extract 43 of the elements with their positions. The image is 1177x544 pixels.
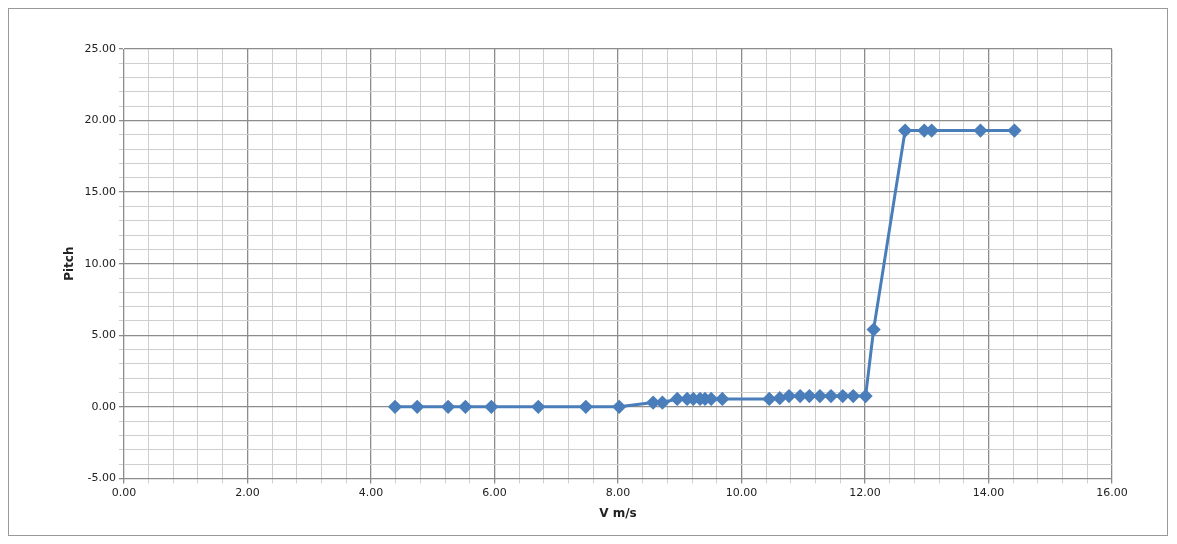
point [646, 396, 660, 410]
y-tick-label: 0.00 [91, 399, 116, 413]
y-axis-title: Pitch [62, 246, 77, 281]
y-tick-label: 20.00 [84, 113, 116, 127]
point [813, 389, 827, 403]
point [898, 124, 912, 138]
x-tick-label: 12.00 [849, 485, 881, 499]
y-tick-label: 10.00 [84, 256, 116, 270]
y-tick-label: 25.00 [84, 41, 116, 55]
point [793, 389, 807, 403]
x-tick-label: 14.00 [972, 485, 1005, 499]
x-tick-label: 16.00 [1096, 485, 1128, 499]
point [846, 389, 860, 403]
point [670, 392, 684, 406]
point [388, 400, 402, 414]
point [782, 389, 796, 403]
x-tick-label: 6.00 [482, 485, 507, 499]
point [836, 389, 850, 403]
x-tick-label: 4.00 [358, 485, 384, 499]
y-tick-label: 15.00 [84, 184, 116, 198]
point [612, 400, 626, 414]
x-tick-label: 0.00 [111, 485, 137, 499]
point [824, 389, 838, 403]
x-axis-title: V m/s [599, 505, 637, 520]
y-tick-label: 5.00 [91, 328, 116, 342]
point [802, 389, 816, 403]
point [579, 400, 593, 414]
point [484, 400, 498, 414]
x-tick-label: 10.00 [725, 485, 758, 499]
point [867, 323, 881, 337]
point [1007, 124, 1021, 138]
point [762, 392, 776, 406]
point [441, 400, 455, 414]
point [531, 400, 545, 414]
point [410, 400, 424, 414]
point [458, 400, 472, 414]
x-tick-label: 8.00 [605, 485, 631, 499]
y-tick-label: -5.00 [87, 471, 116, 485]
point [973, 124, 987, 138]
point [859, 389, 873, 403]
x-tick-label: 2.00 [235, 485, 260, 499]
point [715, 392, 729, 406]
point [773, 391, 787, 405]
